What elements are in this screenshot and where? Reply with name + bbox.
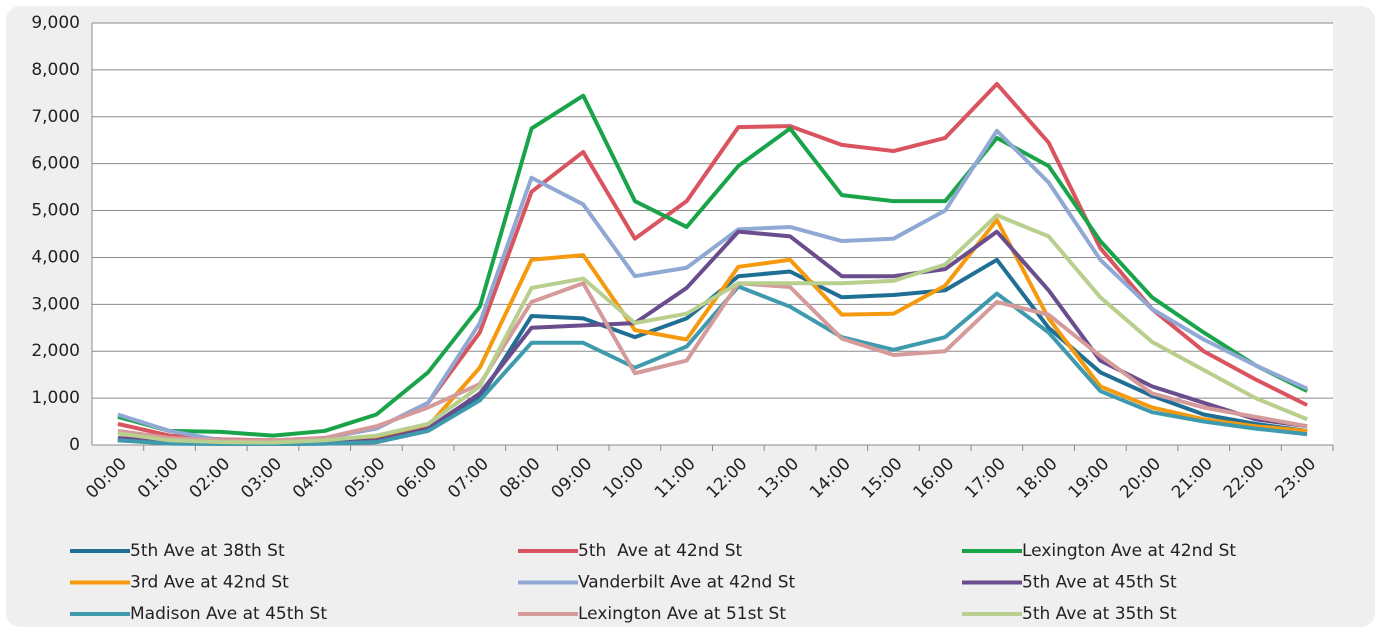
y-tick-label: 2,000 — [31, 341, 80, 361]
series-line — [117, 213, 1308, 445]
series-line — [117, 93, 1309, 438]
series-line — [117, 284, 1308, 447]
legend-label: Madison Ave at 45th St — [130, 604, 327, 624]
series-line — [117, 281, 1308, 443]
legend-label: 5th Ave at 45th St — [1022, 573, 1177, 593]
y-tick-label: 4,000 — [31, 247, 80, 267]
y-tick-label: 7,000 — [31, 107, 80, 127]
legend-label: Lexington Ave at 42nd St — [1022, 541, 1236, 561]
legend-label: 3rd Ave at 42nd St — [130, 573, 289, 593]
y-tick-label: 6,000 — [31, 154, 80, 174]
legend-label: 5th Ave at 42nd St — [578, 541, 742, 561]
legend-label: Lexington Ave at 51st St — [578, 604, 786, 624]
y-tick-label: 8,000 — [31, 60, 80, 80]
y-tick-label: 3,000 — [31, 294, 80, 314]
y-tick-label: 9,000 — [31, 13, 80, 33]
legend-label: 5th Ave at 35th St — [1022, 604, 1177, 624]
y-tick-label: 5,000 — [31, 201, 80, 221]
y-tick-label: 1,000 — [31, 388, 80, 408]
legend-label: 5th Ave at 38th St — [130, 541, 285, 561]
y-tick-label: 0 — [69, 435, 80, 455]
legend-label: Vanderbilt Ave at 42nd St — [578, 573, 795, 593]
